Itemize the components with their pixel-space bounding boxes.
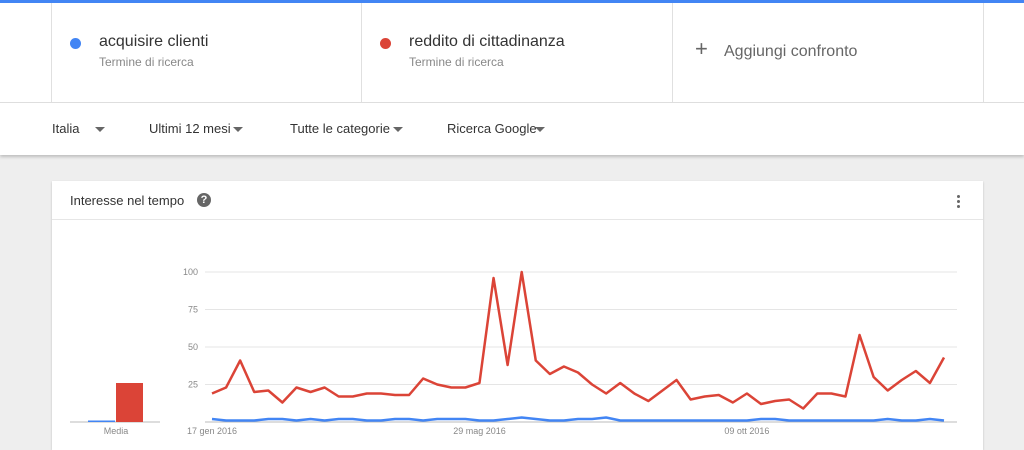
filter[interactable]: Ultimi 12 mesi — [149, 121, 231, 136]
term-card[interactable]: acquisire clienti Termine di ricerca — [51, 3, 361, 102]
menu-dot[interactable] — [957, 205, 960, 208]
dropdown-arrow — [233, 127, 243, 132]
menu-dot[interactable] — [957, 195, 960, 198]
add-compare[interactable]: + Aggiungi confronto — [672, 3, 984, 102]
chart: 25 50 75 100 17 gen 2016 29 mag 2016 09 ott 20… — [70, 267, 957, 436]
y-tick-label: 50 — [188, 342, 198, 352]
add-compare-label: Aggiungi confronto — [724, 43, 858, 60]
help-icon[interactable]: ? — [197, 193, 211, 207]
filters-bar: Italia Ultimi 12 mesi Tutte le categorie… — [0, 103, 1024, 155]
term-subtitle: Termine di ricerca — [99, 55, 194, 69]
term-name: reddito di cittadinanza — [409, 33, 565, 50]
term-name: acquisire clienti — [99, 33, 209, 50]
filter[interactable]: Tutte le categorie — [290, 121, 390, 136]
term-color — [380, 38, 391, 49]
x-tick-label: 09 ott 2016 — [724, 426, 769, 436]
series-line — [211, 270, 946, 410]
y-tick-label: 25 — [188, 380, 198, 390]
average-bar — [116, 383, 143, 422]
card: Interesse nel tempo ? — [52, 181, 983, 450]
separator — [52, 219, 983, 220]
dropdown-arrow — [393, 127, 403, 132]
y-tick-label: 75 — [188, 305, 198, 315]
x-tick-label: 29 mag 2016 — [453, 426, 506, 436]
series-line — [211, 416, 945, 422]
y-tick-label: 100 — [183, 267, 198, 277]
average-bar — [88, 420, 115, 422]
plus-icon: + — [695, 36, 708, 61]
term-color — [70, 38, 81, 49]
filter[interactable]: Ricerca Google — [447, 121, 537, 136]
dropdown-arrow — [95, 127, 105, 132]
card-title: Interesse nel tempo — [70, 193, 185, 208]
term-card[interactable]: reddito di cittadinanza Termine di ricer… — [361, 3, 672, 102]
menu-dot[interactable] — [957, 200, 960, 203]
term-subtitle: Termine di ricerca — [409, 55, 504, 69]
dropdown-arrow — [535, 127, 545, 132]
filter[interactable]: Italia — [52, 121, 80, 136]
terms-bar: acquisire clienti Termine di ricerca red… — [0, 3, 1024, 103]
average-label: Media — [104, 426, 129, 436]
top-bar — [0, 0, 1024, 3]
x-tick-label: 17 gen 2016 — [187, 426, 237, 436]
